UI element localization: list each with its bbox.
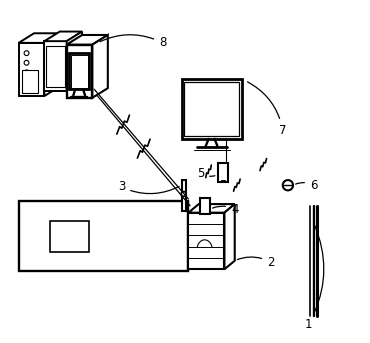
Bar xyxy=(182,180,186,211)
Polygon shape xyxy=(225,204,235,269)
Bar xyxy=(201,198,210,214)
Circle shape xyxy=(24,60,29,65)
Polygon shape xyxy=(67,45,92,98)
Circle shape xyxy=(24,70,29,75)
Polygon shape xyxy=(71,55,88,88)
Polygon shape xyxy=(18,33,60,43)
Circle shape xyxy=(24,51,29,56)
Polygon shape xyxy=(92,35,108,98)
Circle shape xyxy=(283,180,293,190)
Bar xyxy=(50,221,89,252)
Text: 3: 3 xyxy=(118,180,179,193)
Polygon shape xyxy=(188,213,225,269)
Bar xyxy=(22,70,37,93)
Bar xyxy=(46,46,65,87)
Bar xyxy=(218,163,228,182)
Polygon shape xyxy=(18,43,44,96)
Polygon shape xyxy=(67,32,82,91)
Text: 1: 1 xyxy=(305,225,324,331)
Polygon shape xyxy=(44,33,60,96)
Bar xyxy=(182,79,242,139)
Polygon shape xyxy=(70,53,89,89)
Polygon shape xyxy=(44,41,67,91)
Bar xyxy=(18,201,188,271)
Text: 5: 5 xyxy=(197,167,215,180)
Polygon shape xyxy=(188,204,235,213)
Text: 8: 8 xyxy=(100,35,166,49)
Text: 7: 7 xyxy=(248,82,286,137)
Polygon shape xyxy=(44,32,82,41)
Bar xyxy=(184,82,239,136)
Text: 4: 4 xyxy=(213,203,239,216)
Text: 2: 2 xyxy=(237,256,275,269)
Text: 6: 6 xyxy=(296,179,317,192)
Polygon shape xyxy=(67,35,108,45)
Circle shape xyxy=(181,191,186,196)
